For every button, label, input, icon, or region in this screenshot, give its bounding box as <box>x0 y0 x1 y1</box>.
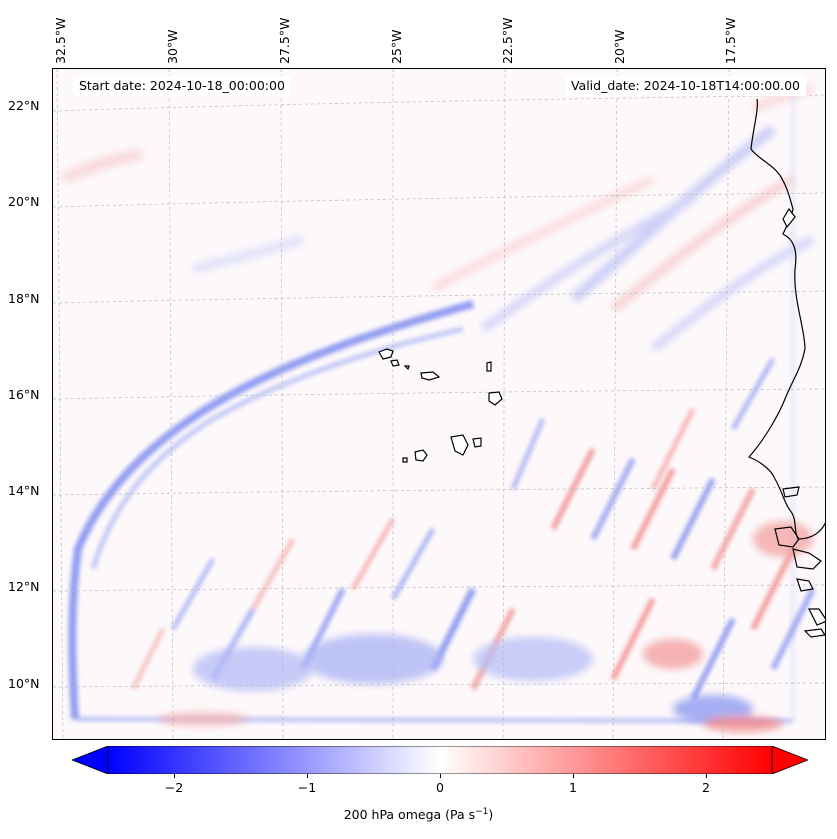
cb-tick-1: 1 <box>569 780 577 795</box>
lat-label-18n: 18°N <box>8 291 40 306</box>
lat-label-12n: 12°N <box>8 579 40 594</box>
southern-blotches <box>158 521 813 732</box>
cb-tick-neg1: −1 <box>297 780 317 795</box>
map-panel <box>52 68 826 740</box>
cb-tick-2: 2 <box>702 780 710 795</box>
colorbar-extend-high <box>771 746 808 774</box>
cb-tickmark-1 <box>573 774 574 778</box>
lon-label-27-5w: 27.5°W <box>277 17 292 64</box>
cb-tickmark-2 <box>706 774 707 778</box>
cb-tickmark-0 <box>440 774 441 778</box>
colorbar-label-exponent: −1 <box>475 807 489 817</box>
cb-tick-neg2: −2 <box>164 780 184 795</box>
start-date-label: Start date: 2024-10-18_00:00:00 <box>73 76 291 96</box>
colorbar-label-close: ) <box>488 807 494 823</box>
colorbar-label: 200 hPa omega (Pa s−1) <box>0 807 837 822</box>
lat-label-10n: 10°N <box>8 676 40 691</box>
african-coastline <box>747 98 825 638</box>
lat-label-14n: 14°N <box>8 483 40 498</box>
colorbar-gradient <box>107 746 773 774</box>
valid-date-label: Valid_date: 2024-10-18T14:00:00.00 <box>564 76 806 96</box>
field-background <box>53 69 825 739</box>
lat-label-20n: 20°N <box>8 194 40 209</box>
lon-label-25w: 25°W <box>389 29 404 64</box>
lat-label-16n: 16°N <box>8 387 40 402</box>
lon-label-32-5w: 32.5°W <box>53 17 68 64</box>
cb-tickmark-neg1 <box>307 774 308 778</box>
colorbar <box>72 746 808 774</box>
cb-tickmark-neg2 <box>174 774 175 778</box>
graticule <box>53 69 825 739</box>
cb-tick-0: 0 <box>436 780 444 795</box>
lon-label-17-5w: 17.5°W <box>723 17 738 64</box>
cape-verde-islands <box>378 348 503 463</box>
omega-field-map <box>53 69 825 739</box>
colorbar-extend-low <box>72 746 109 774</box>
lon-label-22-5w: 22.5°W <box>500 17 515 64</box>
lon-label-30w: 30°W <box>165 29 180 64</box>
lon-label-20w: 20°W <box>612 29 627 64</box>
colorbar-label-text: 200 hPa omega (Pa s <box>343 807 476 823</box>
lat-label-22n: 22°N <box>8 98 40 113</box>
north-stripes <box>60 84 815 353</box>
